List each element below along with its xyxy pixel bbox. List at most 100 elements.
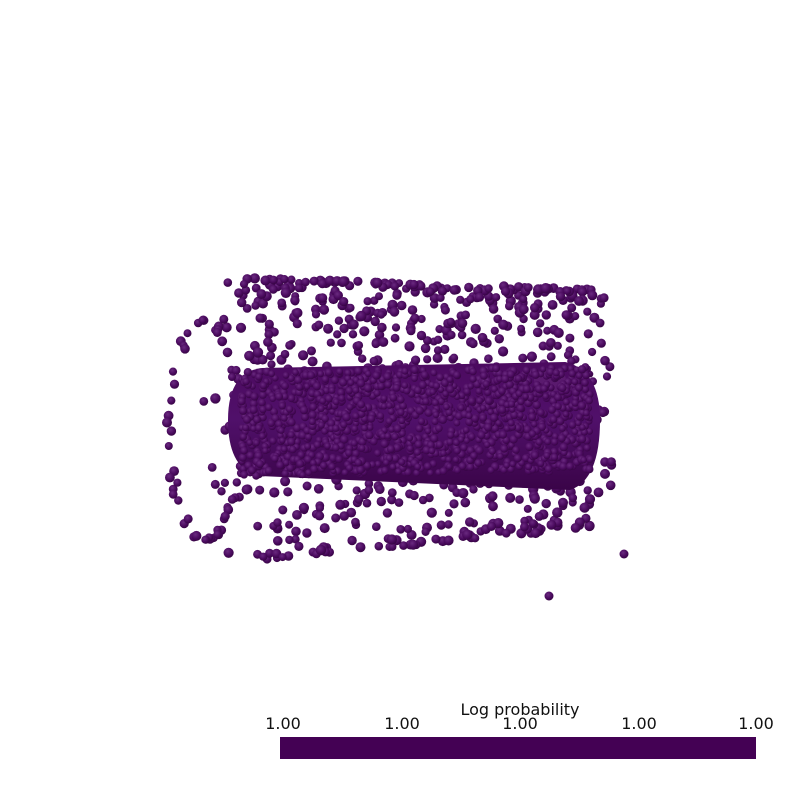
point-marker [292,319,302,329]
point-marker [384,380,392,389]
point-marker [380,395,388,402]
point-marker [288,445,297,454]
point-marker [537,460,545,468]
point-marker [309,403,318,411]
point-marker [374,330,385,340]
point-marker [332,424,340,432]
point-marker [388,542,397,551]
point-marker [313,484,324,494]
point-marker [509,406,516,413]
point-marker [286,464,295,472]
point-marker [220,478,229,487]
point-marker [406,445,414,452]
point-marker [376,412,385,420]
point-marker [321,414,329,423]
point-marker [335,499,346,510]
point-marker [606,457,616,467]
point-marker [354,341,364,350]
point-marker [566,462,574,471]
point-marker [183,329,192,338]
point-marker [383,459,390,466]
point-marker [431,417,439,426]
point-marker [556,417,565,426]
point-marker [310,465,318,473]
point-marker [382,508,393,518]
point-marker [518,304,529,315]
point-marker [287,275,296,284]
point-marker [299,471,306,479]
point-marker [331,513,341,523]
point-marker [389,463,397,471]
point-marker [347,535,357,546]
point-marker [490,326,499,335]
point-marker [446,438,454,446]
point-marker [213,530,222,539]
point-marker [460,443,468,452]
point-marker [280,287,292,298]
point-marker [476,397,484,405]
point-marker [422,397,430,406]
point-marker [269,437,277,445]
point-marker [479,404,487,412]
cylinder-surface-points [236,363,594,480]
point-marker [582,409,590,417]
point-marker [231,365,241,375]
point-marker [515,390,523,398]
point-marker [378,337,389,347]
point-marker [238,453,247,462]
point-marker [530,420,538,428]
point-marker [198,316,207,325]
point-marker [488,304,499,314]
point-marker [449,499,459,509]
point-marker [479,414,487,422]
point-marker [255,313,265,323]
point-marker [376,496,386,507]
point-marker [461,310,470,320]
point-marker [399,541,408,550]
point-marker [285,535,294,545]
point-marker [586,455,594,464]
point-marker [528,413,537,421]
point-marker [201,535,210,544]
point-marker [304,443,312,450]
point-marker [583,444,591,452]
point-marker [329,408,336,415]
point-marker [239,433,247,441]
point-marker [249,399,258,408]
point-marker [295,383,304,391]
point-marker [581,379,589,387]
point-marker [265,403,273,411]
point-marker [351,517,360,527]
point-marker [223,278,233,287]
point-marker [350,439,358,447]
point-marker [492,364,501,373]
point-marker [492,293,501,302]
point-marker [301,277,310,287]
point-marker [398,417,406,425]
point-cloud-scene[interactable] [0,0,800,680]
point-marker [486,521,496,532]
point-marker [503,462,510,469]
point-marker [414,463,422,471]
point-marker [568,493,578,503]
point-marker [319,397,327,405]
point-marker [281,469,289,478]
point-marker [495,419,502,427]
point-marker [554,402,562,411]
point-marker [337,388,345,397]
point-marker [235,322,247,333]
point-marker [517,412,524,419]
point-marker [446,317,455,327]
point-marker [585,465,594,474]
point-marker [457,318,468,329]
point-marker [494,334,504,344]
point-marker [174,496,183,505]
point-marker [228,373,236,381]
point-marker [440,450,447,457]
point-marker [449,285,459,295]
point-marker [251,301,260,310]
point-marker [323,323,334,334]
point-marker [535,438,543,446]
point-marker [276,461,285,470]
